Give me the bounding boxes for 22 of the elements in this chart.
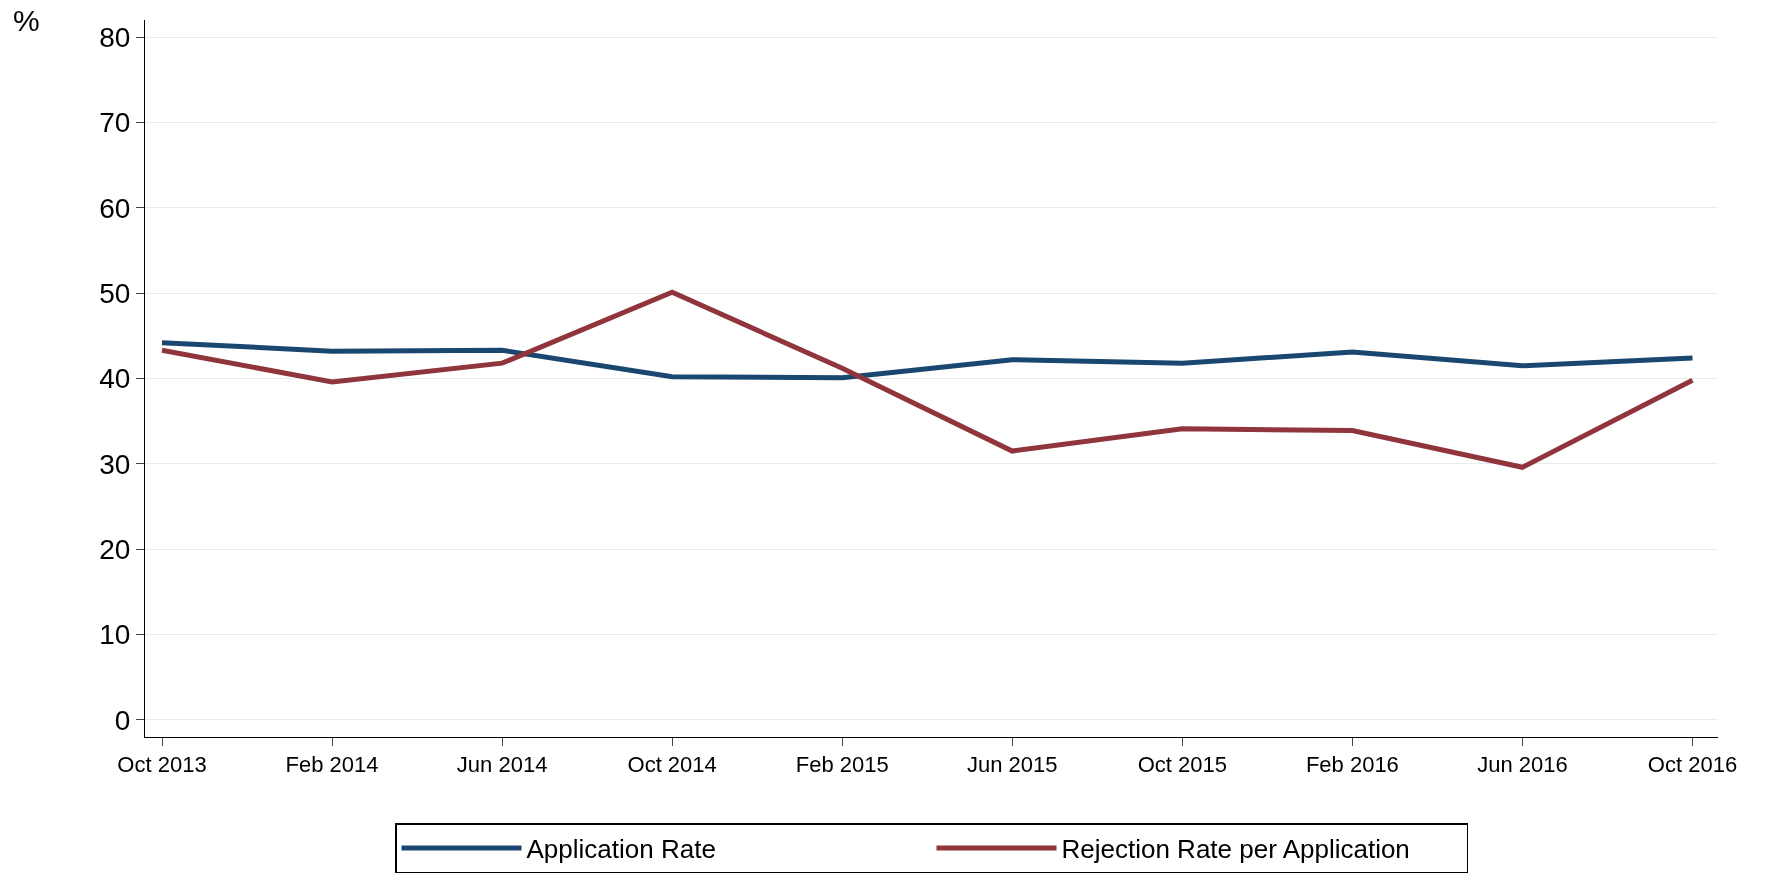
x-tick-label: Oct 2014 [627,752,717,778]
x-tick-label: Feb 2014 [285,752,379,778]
x-tick-label: Feb 2016 [1305,752,1399,778]
x-tick-label: Jun 2015 [967,752,1058,778]
y-tick-label: 0 [114,704,131,736]
y-axis-title: % [13,4,40,37]
y-tick-label: 40 [99,363,131,395]
x-tick-label: Jun 2016 [1477,752,1568,778]
y-tick-label: 50 [99,277,131,309]
y-tick-label: 80 [99,21,131,53]
y-tick-label: 20 [99,534,131,566]
legend-label: Application Rate [526,834,716,865]
x-tick-label: Jun 2014 [456,752,548,778]
x-tick-label: Oct 2015 [1137,752,1227,778]
x-tick-label: Oct 2016 [1647,752,1738,778]
y-tick-label: 60 [99,192,131,224]
x-tick-label: Feb 2015 [795,752,889,778]
y-tick-label: 10 [99,619,131,651]
x-tick-label: Oct 2013 [117,752,207,778]
y-tick-label: 30 [99,448,131,480]
legend-label: Rejection Rate per Application [1061,834,1410,865]
y-tick-label: 70 [99,107,131,139]
